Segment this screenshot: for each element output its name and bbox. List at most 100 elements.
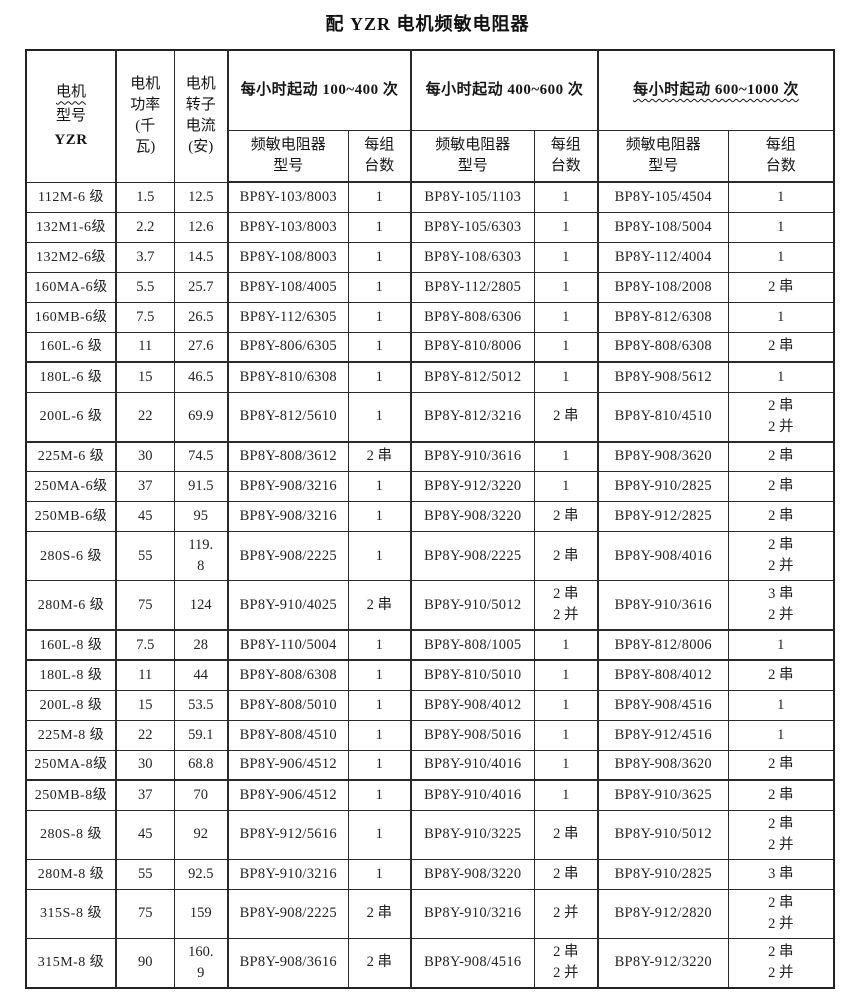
cell-units-2: 1 xyxy=(533,211,599,243)
cell-motor-power: 37 xyxy=(115,779,175,811)
cell-resistor-model-1: BP8Y-103/8003 xyxy=(227,211,349,243)
table-row: 160MB-6级 7.5 26.5 BP8Y-112/6305 1 BP8Y-8… xyxy=(25,301,835,333)
header-motor-model: 电机 型号 YZR xyxy=(25,49,117,183)
cell-resistor-model-3: BP8Y-108/2008 xyxy=(597,271,729,303)
cell-rotor-current: 74.5 xyxy=(173,440,229,472)
cell-rotor-current: 69.9 xyxy=(173,391,229,442)
cell-resistor-model-1: BP8Y-910/4025 xyxy=(227,580,349,631)
cell-units-2: 1 xyxy=(533,440,599,472)
table-row: 280S-8 级 45 92 BP8Y-912/5616 1 BP8Y-910/… xyxy=(25,809,835,860)
table-row: 112M-6 级 1.5 12.5 BP8Y-103/8003 1 BP8Y-1… xyxy=(25,181,835,213)
cell-resistor-model-2: BP8Y-808/1005 xyxy=(410,629,535,661)
cell-units-2: 1 xyxy=(533,659,599,691)
cell-units-2: 1 xyxy=(533,271,599,303)
cell-units-2: 2 串 xyxy=(533,501,599,532)
cell-resistor-model-1: BP8Y-908/3616 xyxy=(227,937,349,988)
cell-resistor-model-2: BP8Y-910/3616 xyxy=(410,440,535,472)
cell-units-1: 1 xyxy=(347,689,412,721)
table-row: 250MA-6级 37 91.5 BP8Y-908/3216 1 BP8Y-91… xyxy=(25,471,835,502)
cell-units-3: 2 串 2 并 xyxy=(727,937,835,988)
cell-units-1: 2 串 xyxy=(347,440,412,472)
cell-units-3: 1 xyxy=(727,301,835,333)
cell-resistor-model-2: BP8Y-810/8006 xyxy=(410,331,535,363)
table-row: 250MB-6级 45 95 BP8Y-908/3216 1 BP8Y-908/… xyxy=(25,501,835,532)
table-row: 160MA-6级 5.5 25.7 BP8Y-108/4005 1 BP8Y-1… xyxy=(25,271,835,303)
cell-motor-model: 225M-8 级 xyxy=(25,719,117,751)
header-sub-row: 频敏电阻器 型号 每组 台数 频敏电阻器 型号 每组 台数 频敏电阻器 型号 每… xyxy=(26,129,835,183)
cell-units-1: 1 xyxy=(347,809,412,860)
table-row: 315S-8 级 75 159 BP8Y-908/2225 2 串 BP8Y-9… xyxy=(25,888,835,939)
cell-units-1: 1 xyxy=(347,181,412,213)
cell-motor-model: 180L-6 级 xyxy=(25,361,117,393)
cell-resistor-model-1: BP8Y-808/4510 xyxy=(227,719,349,751)
cell-motor-model: 280S-8 级 xyxy=(25,809,117,860)
cell-units-2: 1 xyxy=(533,301,599,333)
cell-resistor-model-1: BP8Y-908/2225 xyxy=(227,888,349,939)
cell-resistor-model-3: BP8Y-108/5004 xyxy=(597,211,729,243)
cell-units-2: 1 xyxy=(533,719,599,751)
cell-motor-model: 250MB-8级 xyxy=(25,779,117,811)
header-group-starts-400-600: 每小时起动 400~600 次 xyxy=(410,49,599,131)
cell-units-2: 2 串 xyxy=(533,391,599,442)
cell-resistor-model-1: BP8Y-108/8003 xyxy=(227,241,349,273)
cell-units-3: 2 串 xyxy=(727,440,835,472)
cell-rotor-current: 95 xyxy=(173,501,229,532)
cell-resistor-model-1: BP8Y-110/5004 xyxy=(227,629,349,661)
cell-resistor-model-2: BP8Y-908/3220 xyxy=(410,501,535,532)
cell-resistor-model-2: BP8Y-812/3216 xyxy=(410,391,535,442)
cell-units-2: 1 xyxy=(533,181,599,213)
header-resistor-model-2: 频敏电阻器 型号 xyxy=(410,129,535,183)
cell-resistor-model-3: BP8Y-812/8006 xyxy=(597,629,729,661)
cell-motor-power: 75 xyxy=(115,580,175,631)
cell-resistor-model-1: BP8Y-806/6305 xyxy=(227,331,349,363)
cell-motor-model: 280M-6 级 xyxy=(25,580,117,631)
cell-resistor-model-2: BP8Y-105/1103 xyxy=(410,181,535,213)
cell-resistor-model-1: BP8Y-108/4005 xyxy=(227,271,349,303)
cell-units-2: 1 xyxy=(533,471,599,502)
cell-motor-model: 280S-6 级 xyxy=(25,531,117,581)
table-header: 电机 型号 YZR 电机 功率 (千 瓦) 电机 转子 电流 (安) 每小时起动… xyxy=(25,49,835,183)
cell-resistor-model-3: BP8Y-908/4016 xyxy=(597,531,729,581)
cell-motor-model: 132M2-6级 xyxy=(25,241,117,273)
cell-motor-model: 250MB-6级 xyxy=(25,501,117,532)
cell-motor-model: 280M-8 级 xyxy=(25,858,117,890)
cell-resistor-model-1: BP8Y-912/5616 xyxy=(227,809,349,860)
cell-rotor-current: 46.5 xyxy=(173,361,229,393)
table-row: 280M-8 级 55 92.5 BP8Y-910/3216 1 BP8Y-90… xyxy=(25,858,835,890)
table-row: 280M-6 级 75 124 BP8Y-910/4025 2 串 BP8Y-9… xyxy=(25,580,835,631)
cell-units-3: 2 串 xyxy=(727,749,835,781)
cell-motor-power: 15 xyxy=(115,689,175,721)
cell-motor-power: 30 xyxy=(115,440,175,472)
cell-resistor-model-3: BP8Y-910/3616 xyxy=(597,580,729,631)
cell-units-3: 2 串 xyxy=(727,471,835,502)
cell-rotor-current: 68.8 xyxy=(173,749,229,781)
cell-motor-model: 200L-6 级 xyxy=(25,391,117,442)
table-row: 132M1-6级 2.2 12.6 BP8Y-103/8003 1 BP8Y-1… xyxy=(25,211,835,243)
cell-units-3: 1 xyxy=(727,241,835,273)
cell-resistor-model-1: BP8Y-808/6308 xyxy=(227,659,349,691)
cell-resistor-model-3: BP8Y-112/4004 xyxy=(597,241,729,273)
cell-resistor-model-3: BP8Y-105/4504 xyxy=(597,181,729,213)
cell-units-1: 1 xyxy=(347,471,412,502)
cell-motor-power: 37 xyxy=(115,471,175,502)
header-units-per-group-2: 每组 台数 xyxy=(533,129,599,183)
cell-resistor-model-1: BP8Y-112/6305 xyxy=(227,301,349,333)
header-resistor-model-3: 频敏电阻器 型号 xyxy=(597,129,729,183)
header-motor-model-line2: 型号 xyxy=(55,108,86,125)
cell-resistor-model-1: BP8Y-906/4512 xyxy=(227,779,349,811)
cell-rotor-current: 159 xyxy=(173,888,229,939)
cell-resistor-model-2: BP8Y-812/5012 xyxy=(410,361,535,393)
cell-units-2: 1 xyxy=(533,749,599,781)
cell-units-3: 1 xyxy=(727,689,835,721)
cell-motor-model: 112M-6 级 xyxy=(25,181,117,213)
header-motor-power: 电机 功率 (千 瓦) xyxy=(115,49,175,183)
table-row: 200L-8 级 15 53.5 BP8Y-808/5010 1 BP8Y-90… xyxy=(25,689,835,721)
cell-units-1: 1 xyxy=(347,858,412,890)
cell-resistor-model-2: BP8Y-910/3225 xyxy=(410,809,535,860)
cell-motor-power: 3.7 xyxy=(115,241,175,273)
cell-rotor-current: 119. 8 xyxy=(173,531,229,581)
cell-units-2: 2 串 xyxy=(533,858,599,890)
cell-resistor-model-3: BP8Y-910/2825 xyxy=(597,471,729,502)
cell-units-3: 1 xyxy=(727,211,835,243)
